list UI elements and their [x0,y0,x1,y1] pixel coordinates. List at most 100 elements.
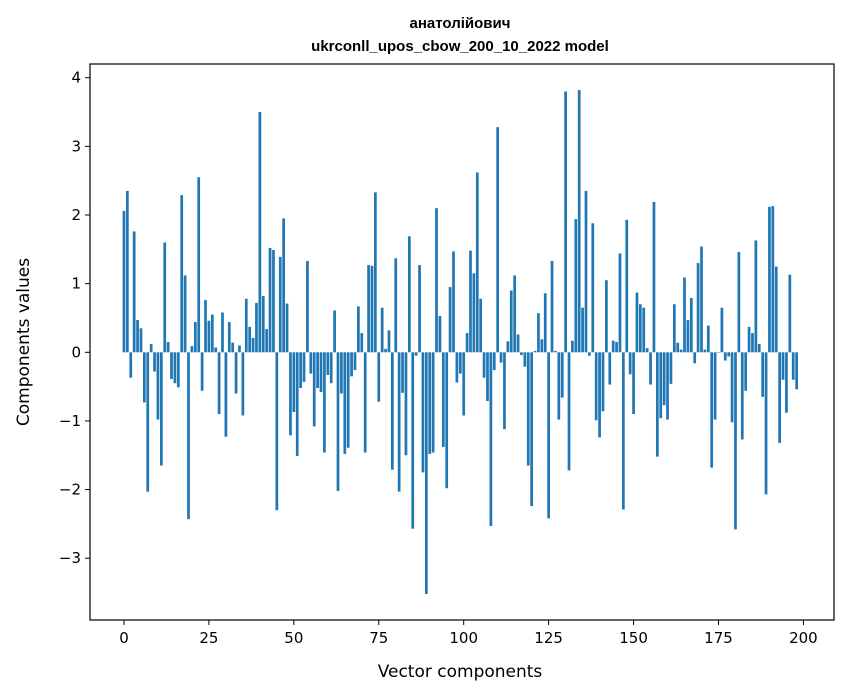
bar [360,333,364,353]
bar [387,330,391,353]
bar [618,253,622,353]
bar [285,303,289,353]
plot-frame [89,63,835,621]
bar [645,348,649,353]
bar [407,236,411,353]
bar [761,352,765,397]
bar [244,298,248,353]
bar [122,210,126,353]
bar [577,90,581,353]
bar [153,352,156,372]
bar [126,190,129,353]
bar [754,240,758,353]
bar [611,340,615,353]
bar [197,177,201,353]
bar [713,352,717,420]
bar [173,352,177,384]
bar [768,206,771,353]
bar [214,347,218,353]
y-axis-label: Components values [14,258,34,426]
x-axis-label: Vector components [378,662,543,682]
bar [204,300,207,353]
y-tick-label: 0 [71,343,81,361]
bar [394,258,398,353]
bar [547,352,550,519]
bar [289,352,292,436]
bar [411,352,415,529]
bar [747,326,751,353]
bar [506,341,510,353]
bar [530,352,534,507]
bar [401,352,404,393]
bar [132,231,136,353]
bar [190,346,194,353]
bar [625,219,629,353]
bar [605,280,608,353]
bar [333,310,336,353]
bar [380,307,384,353]
bar [642,307,646,353]
bar [652,201,656,353]
bar [482,352,486,378]
bar [306,261,309,353]
bar [669,352,673,384]
bar [414,352,418,356]
bar [520,352,523,356]
bar [564,91,567,353]
x-tick-label: 100 [449,629,478,647]
bar [272,250,275,353]
y-tick-label: −3 [59,549,81,567]
bar [581,307,584,353]
bar [791,352,795,380]
bar [357,306,360,353]
bar [268,247,272,353]
bar [384,348,387,353]
y-tick-label: 1 [71,275,81,293]
bar [499,352,503,363]
bar [676,342,680,353]
bar-series [122,90,798,594]
x-tick-label: 0 [119,629,129,647]
bar [146,352,150,492]
bar [418,265,421,353]
bar [224,352,228,437]
y-tick-label: −2 [59,481,81,499]
bar [193,322,197,353]
chart-title: анатолійович [410,15,511,32]
bar [265,328,269,353]
y-axis: −3 −2 −1 0 1 2 3 4 [59,69,90,567]
bar [523,352,527,367]
bar [778,352,782,443]
bar [550,261,554,353]
bar [217,352,221,415]
bar [421,352,425,473]
bar [571,340,574,353]
bar [309,352,313,374]
bar [261,296,265,353]
bar [679,349,683,353]
bar [540,339,544,353]
bar [475,172,479,353]
bar [156,352,160,420]
bar [598,352,601,438]
bar [326,352,330,375]
bar [258,112,262,353]
bar [227,322,231,353]
bar [377,352,381,402]
bar [441,352,445,448]
bar [751,333,754,353]
chart-subtitle: ukrconll_upos_cbow_200_10_2022 model [311,38,609,55]
bar [543,293,547,353]
y-tick-label: 2 [71,206,81,224]
bar [207,320,211,353]
bar [622,352,625,510]
bar [234,352,238,394]
bar [350,352,353,377]
bar [319,352,323,393]
bar [557,352,561,420]
bar [649,352,652,385]
bar [353,352,357,371]
bar [210,314,214,353]
bar [159,352,163,466]
bar [183,275,187,353]
